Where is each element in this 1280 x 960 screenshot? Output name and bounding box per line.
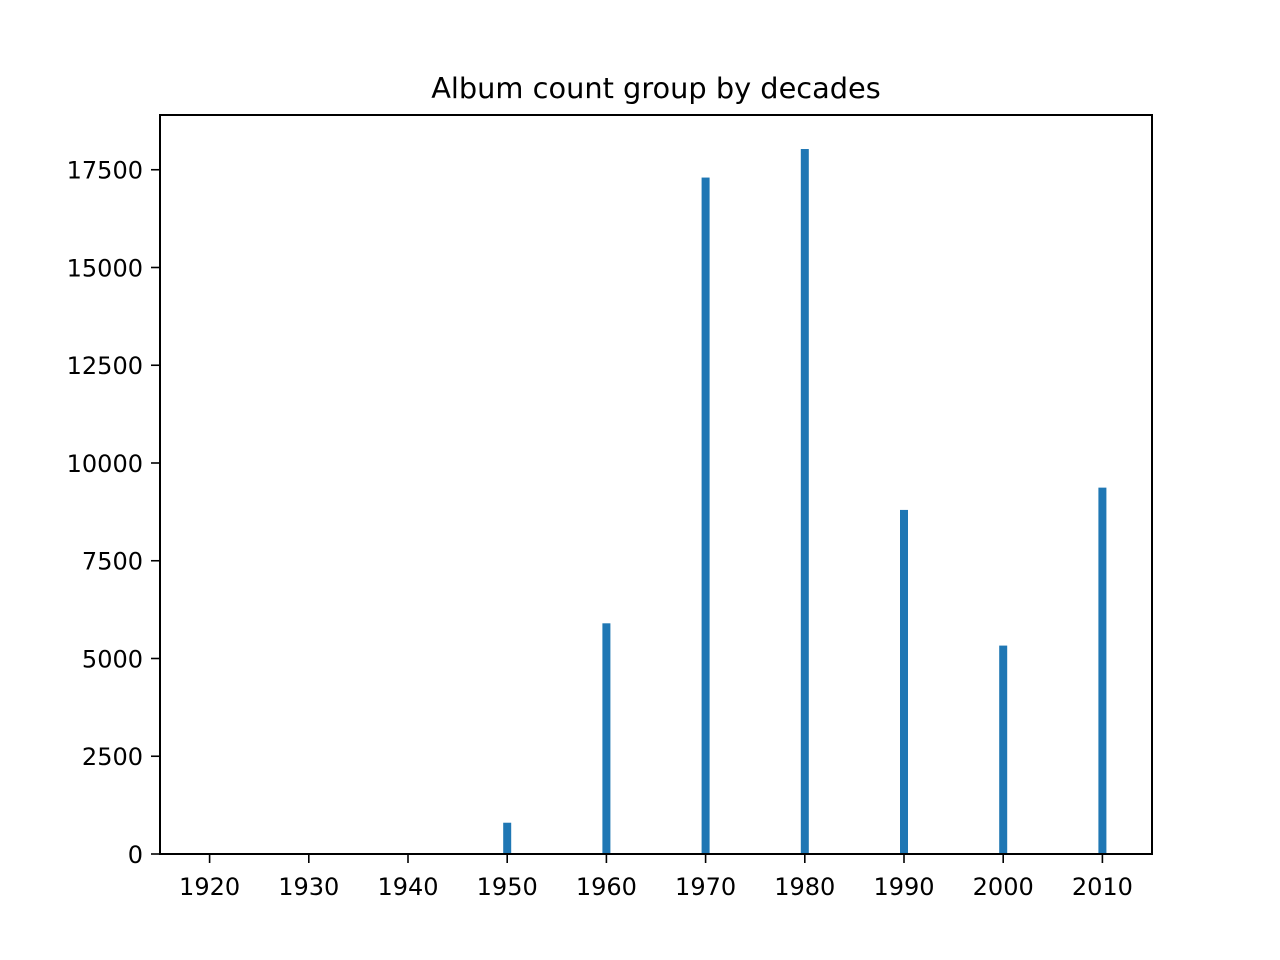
x-tick-label: 1990	[873, 873, 934, 901]
bar-1990	[900, 509, 908, 854]
x-tick-label: 2010	[1072, 873, 1133, 901]
y-axis: 0 2500 5000 7500 10000 12500 15000 17500	[67, 157, 160, 869]
y-tick-label: 12500	[67, 352, 143, 380]
y-tick-label: 2500	[82, 743, 143, 771]
plot-frame	[159, 114, 1153, 855]
bar-1960	[602, 623, 611, 854]
x-tick-label: 1920	[179, 873, 240, 901]
y-tick-label: 5000	[82, 645, 143, 673]
x-tick-label: 1980	[774, 873, 835, 901]
bar-2010	[1098, 487, 1107, 854]
y-tick-label: 7500	[82, 548, 143, 576]
x-tick-label: 1950	[477, 873, 538, 901]
y-tick-label: 10000	[67, 450, 143, 478]
bar-1970	[701, 177, 710, 854]
chart-title: Album count group by decades	[431, 71, 881, 105]
x-tick-label: 1940	[377, 873, 438, 901]
bar-1950	[503, 822, 512, 854]
x-tick-label: 1960	[576, 873, 637, 901]
y-tick-label: 15000	[67, 254, 143, 282]
x-axis: 1920 1930 1940 1950 1960 1970 1980 1990 2000 2010	[179, 854, 1133, 901]
x-tick-label: 2000	[973, 873, 1034, 901]
x-tick-label: 1970	[675, 873, 736, 901]
x-tick-label: 1930	[278, 873, 339, 901]
bar-1980	[800, 149, 809, 854]
y-tick-label: 17500	[67, 157, 143, 185]
bars-group	[503, 149, 1107, 854]
bar-2000	[999, 645, 1008, 854]
y-tick-label: 0	[128, 841, 143, 869]
